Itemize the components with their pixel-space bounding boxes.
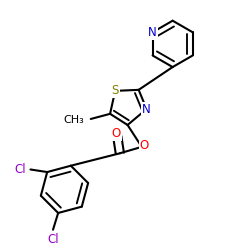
Text: S: S: [112, 84, 119, 97]
Text: O: O: [140, 139, 149, 152]
Text: Cl: Cl: [14, 163, 26, 176]
Text: CH₃: CH₃: [64, 115, 84, 125]
Text: Cl: Cl: [47, 233, 59, 246]
Text: O: O: [111, 128, 120, 140]
Text: N: N: [148, 26, 157, 39]
Text: N: N: [142, 102, 151, 116]
